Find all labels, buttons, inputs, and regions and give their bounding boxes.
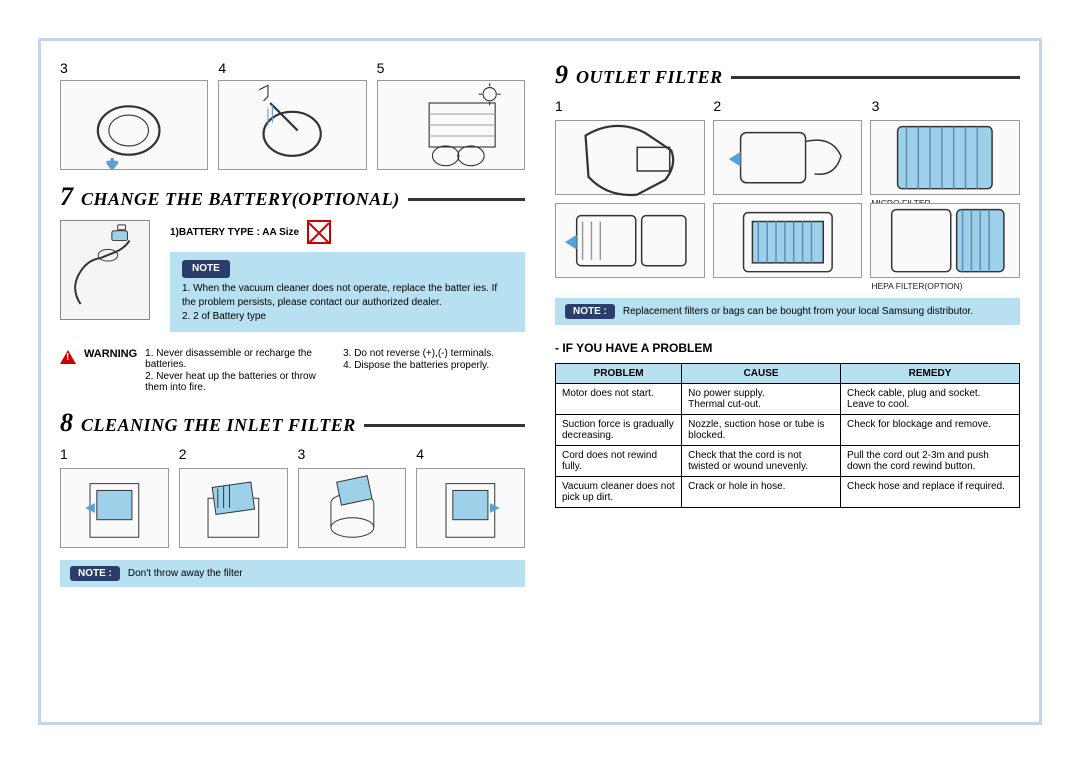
section-title: CLEANING THE INLET FILTER: [81, 415, 356, 436]
note-text: Don't throw away the filter: [128, 568, 243, 579]
table-cell: No power supply.Thermal cut-out.: [682, 384, 841, 415]
step-num: 2: [179, 446, 288, 462]
warning-label: WARNING: [84, 348, 137, 360]
outlet-fig-3a: MICRO FILTER: [870, 120, 1020, 195]
table-cell: Check cable, plug and socket.Leave to co…: [841, 384, 1020, 415]
outlet-fig-3b: HEPA FILTER(OPTION): [870, 203, 1020, 278]
table-row: Vacuum cleaner does not pick up dirt.Cra…: [556, 477, 1020, 508]
table-row: Suction force is gradually decreasing.No…: [556, 415, 1020, 446]
table-cell: Check that the cord is not twisted or wo…: [682, 446, 841, 477]
step-num: 4: [416, 446, 525, 462]
outlet-filter-grid: MICRO FILTER HEPA FILTER(OPTION): [555, 120, 1020, 278]
table-cell: Motor does not start.: [556, 384, 682, 415]
top-step-numbers: 3 4 5: [60, 60, 525, 76]
inlet-figure-1: [60, 468, 169, 548]
inlet-figure-4: [416, 468, 525, 548]
note-badge: NOTE :: [70, 566, 120, 581]
inlet-figure-3: [298, 468, 407, 548]
table-header-row: PROBLEM CAUSE REMEDY: [556, 364, 1020, 384]
table-cell: Vacuum cleaner does not pick up dirt.: [556, 477, 682, 508]
note-label: NOTE: [182, 260, 230, 278]
note-item: 1. When the vacuum cleaner does not oper…: [182, 282, 513, 310]
inlet-note-bar: NOTE : Don't throw away the filter: [60, 560, 525, 587]
problem-heading: - IF YOU HAVE A PROBLEM: [555, 341, 1020, 355]
section-num: 9: [555, 60, 568, 90]
warning-item: 2. Never heat up the batteries or throw …: [145, 371, 327, 393]
problem-table: PROBLEM CAUSE REMEDY Motor does not star…: [555, 363, 1020, 508]
section-7-heading: 7 CHANGE THE BATTERY(OPTIONAL): [60, 182, 525, 212]
no-disassemble-icon: [307, 220, 331, 244]
outlet-fig-1a: [555, 120, 705, 195]
right-column: 9 OUTLET FILTER 1 2 3 MICRO FILTER HEPA …: [555, 60, 1020, 703]
battery-type-label: 1)BATTERY TYPE : AA Size: [170, 227, 299, 238]
table-cell: Pull the cord out 2-3m and push down the…: [841, 446, 1020, 477]
table-row: Cord does not rewind fully.Check that th…: [556, 446, 1020, 477]
table-cell: Check for blockage and remove.: [841, 415, 1020, 446]
top-figures-row: [60, 80, 525, 170]
outlet-fig-2b: [713, 203, 863, 278]
section-title: CHANGE THE BATTERY(OPTIONAL): [81, 189, 400, 210]
step-num: 3: [60, 60, 208, 76]
step-num: 4: [218, 60, 366, 76]
table-header: CAUSE: [682, 364, 841, 384]
heading-rule: [408, 198, 525, 201]
section-8-heading: 8 CLEANING THE INLET FILTER: [60, 408, 525, 438]
step-num: 3: [298, 446, 407, 462]
battery-handle-figure: [60, 220, 150, 320]
warning-item: 1. Never disassemble or recharge the bat…: [145, 348, 327, 370]
section-9-heading: 9 OUTLET FILTER: [555, 60, 1020, 90]
left-column: 3 4 5 7 CHANGE THE BATTERY(OPTIONAL): [60, 60, 525, 703]
figure-step4: [218, 80, 366, 170]
note-box: NOTE 1. When the vacuum cleaner does not…: [170, 252, 525, 332]
section-num: 7: [60, 182, 73, 212]
table-cell: Cord does not rewind fully.: [556, 446, 682, 477]
page-content: 3 4 5 7 CHANGE THE BATTERY(OPTIONAL): [60, 60, 1020, 703]
table-header: PROBLEM: [556, 364, 682, 384]
figure-step3: [60, 80, 208, 170]
note-text: Replacement filters or bags can be bough…: [623, 306, 973, 317]
figure-step5: [377, 80, 525, 170]
inlet-figures-row: [60, 468, 525, 548]
outlet-note-bar: NOTE : Replacement filters or bags can b…: [555, 298, 1020, 325]
table-cell: Suction force is gradually decreasing.: [556, 415, 682, 446]
section-title: OUTLET FILTER: [576, 67, 723, 88]
outlet-fig-2a: [713, 120, 863, 195]
table-cell: Crack or hole in hose.: [682, 477, 841, 508]
warning-col-right: 3. Do not reverse (+),(-) terminals. 4. …: [343, 348, 525, 394]
inlet-figure-2: [179, 468, 288, 548]
inlet-step-numbers: 1 2 3 4: [60, 446, 525, 462]
section-num: 8: [60, 408, 73, 438]
note-item: 2. 2 of Battery type: [182, 310, 513, 324]
warning-icon: !: [60, 350, 76, 364]
hepa-filter-label: HEPA FILTER(OPTION): [871, 281, 962, 291]
battery-note-row: 1)BATTERY TYPE : AA Size NOTE 1. When th…: [60, 220, 525, 340]
outlet-fig-1b: [555, 203, 705, 278]
step-num: 1: [60, 446, 169, 462]
table-header: REMEDY: [841, 364, 1020, 384]
warning-item: 3. Do not reverse (+),(-) terminals.: [343, 348, 525, 359]
step-num: 5: [377, 60, 525, 76]
note-badge: NOTE :: [565, 304, 615, 319]
warning-col-left: 1. Never disassemble or recharge the bat…: [145, 348, 327, 394]
warning-item: 4. Dispose the batteries properly.: [343, 360, 525, 371]
heading-rule: [364, 424, 525, 427]
table-row: Motor does not start.No power supply.The…: [556, 384, 1020, 415]
table-cell: Nozzle, suction hose or tube is blocked.: [682, 415, 841, 446]
warning-row: ! WARNING 1. Never disassemble or rechar…: [60, 348, 525, 394]
table-cell: Check hose and replace if required.: [841, 477, 1020, 508]
battery-type-header: 1)BATTERY TYPE : AA Size: [170, 220, 525, 244]
heading-rule: [731, 76, 1020, 79]
